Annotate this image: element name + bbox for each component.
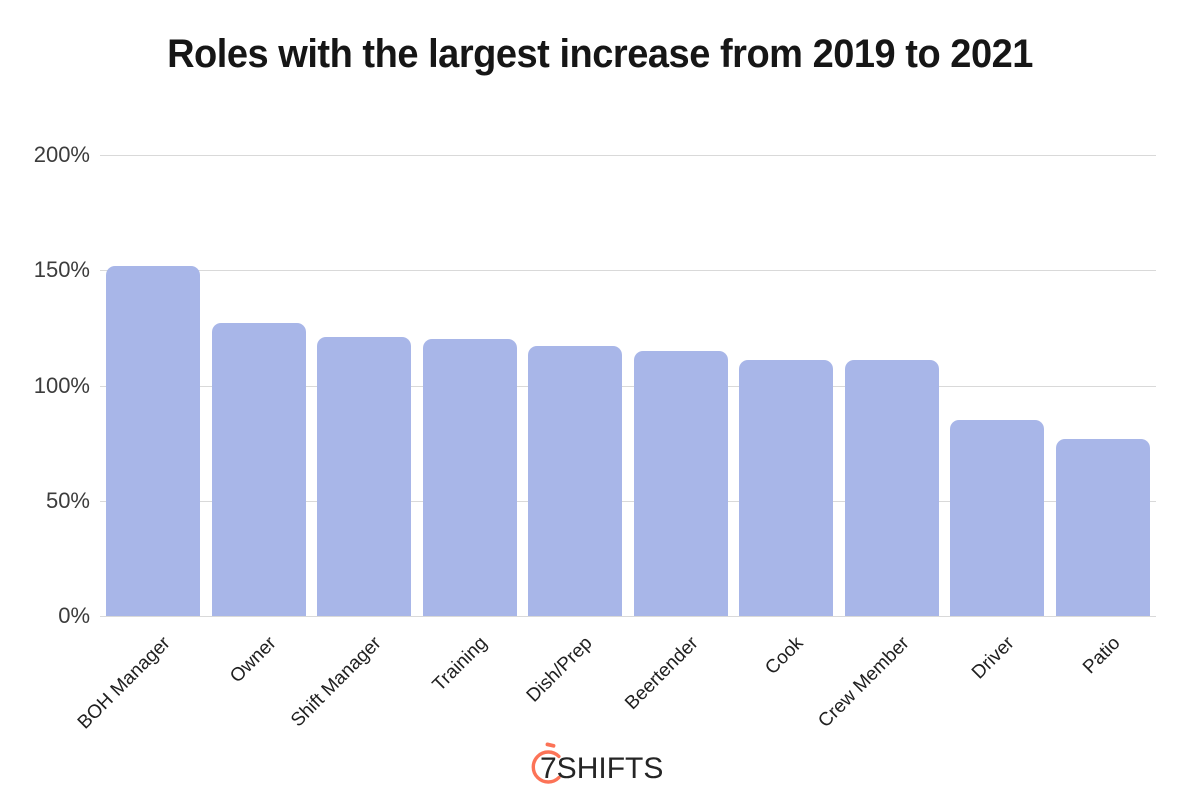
gridline-200 (100, 155, 1156, 156)
bar-boh-manager (106, 265, 200, 616)
bar-cook (739, 360, 834, 616)
plot-area: BOH Manager Owner Shift Manager Training Dis… (74, 155, 1156, 733)
gridline-0 (100, 616, 1156, 617)
gridline-50 (100, 500, 1156, 502)
bar-patio (1056, 438, 1150, 616)
y-tick-label-50: 50% (45, 487, 90, 513)
y-tick-label-200: 200% (33, 142, 90, 167)
chart-title: Roles with the largest increase from 201… (167, 32, 1033, 76)
bar-beertender (633, 350, 728, 616)
bar-crew-member (844, 360, 939, 616)
y-tick-label-150: 150% (33, 257, 90, 283)
gridline-100 (100, 385, 1156, 387)
bar-driver (950, 420, 1045, 616)
logo-svg: 7SHIFTS (531, 742, 663, 785)
bar-owner (211, 323, 306, 616)
y-tick-label-0: 0% (58, 603, 90, 628)
footer-logo: 7SHIFTS (0, 738, 1200, 795)
gridline-150 (100, 270, 1156, 272)
logo-wordmark: 7SHIFTS (540, 752, 663, 785)
bar-dish-prep (528, 346, 623, 616)
y-tick-label-100: 100% (33, 372, 90, 398)
bar-training (422, 339, 517, 616)
stopwatch-icon (531, 742, 561, 784)
bar-shift-manager (317, 337, 412, 616)
